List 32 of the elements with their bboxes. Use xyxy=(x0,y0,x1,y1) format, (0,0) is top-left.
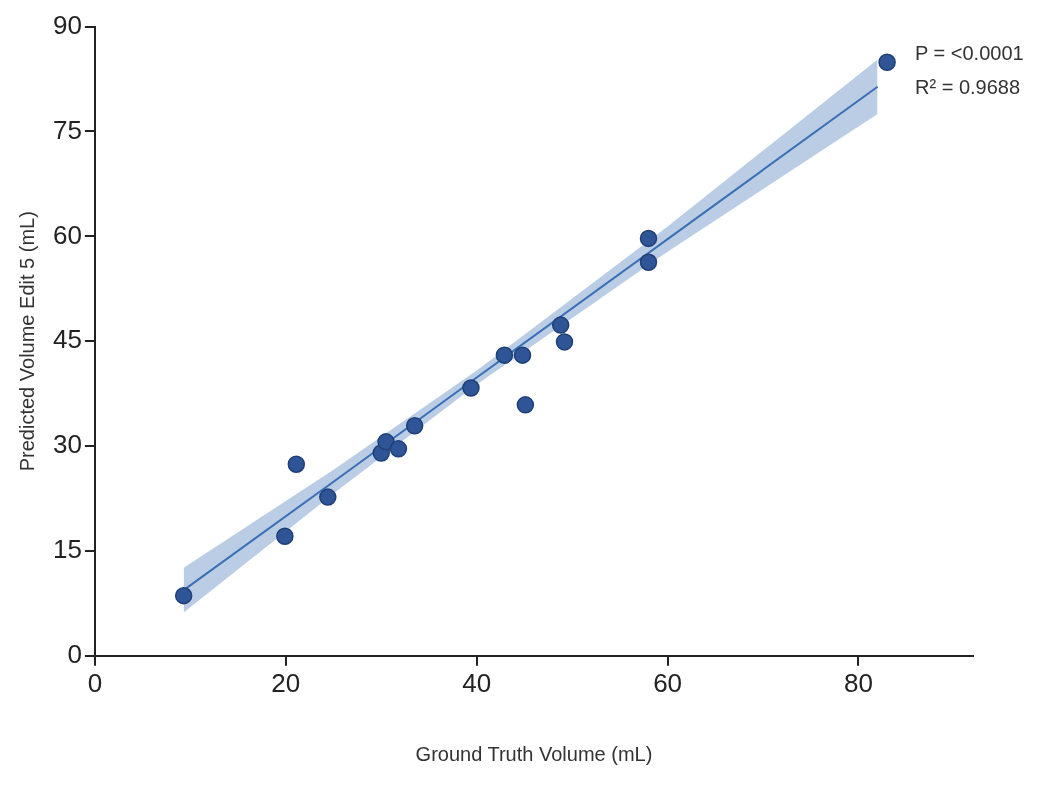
x-tick-label: 80 xyxy=(844,667,873,698)
point xyxy=(639,229,658,248)
y-tick-label: 60 xyxy=(53,219,82,250)
y-tick-label: 45 xyxy=(53,324,82,355)
point xyxy=(462,379,480,397)
point xyxy=(555,333,574,351)
y-tick-label: 15 xyxy=(53,534,82,565)
y-axis-title: Predicted Volume Edit 5 (mL) xyxy=(15,211,38,472)
point xyxy=(513,346,532,364)
point xyxy=(551,316,570,334)
point xyxy=(516,396,535,414)
point xyxy=(287,455,306,473)
annotation: P = <0.0001 xyxy=(915,42,1024,65)
x-tick-label: 40 xyxy=(462,667,492,698)
point xyxy=(377,433,395,451)
point xyxy=(174,586,193,605)
y-tick-label: 90 xyxy=(53,9,82,40)
point xyxy=(495,346,514,364)
x-tick-label: 0 xyxy=(87,667,103,698)
y-tick-label: 75 xyxy=(53,114,82,145)
point xyxy=(389,440,408,458)
point xyxy=(878,53,896,72)
y-tick-label: 0 xyxy=(67,638,82,669)
x-tick-label: 60 xyxy=(653,667,683,698)
annotation: R² = 0.9688 xyxy=(915,76,1021,99)
point xyxy=(405,417,424,435)
x-tick-label: 20 xyxy=(271,667,301,698)
point xyxy=(276,527,294,545)
point xyxy=(639,253,658,271)
point xyxy=(319,488,337,506)
x-axis-title: Ground Truth Volume (mL) xyxy=(415,742,653,765)
y-tick-label: 30 xyxy=(53,429,82,460)
